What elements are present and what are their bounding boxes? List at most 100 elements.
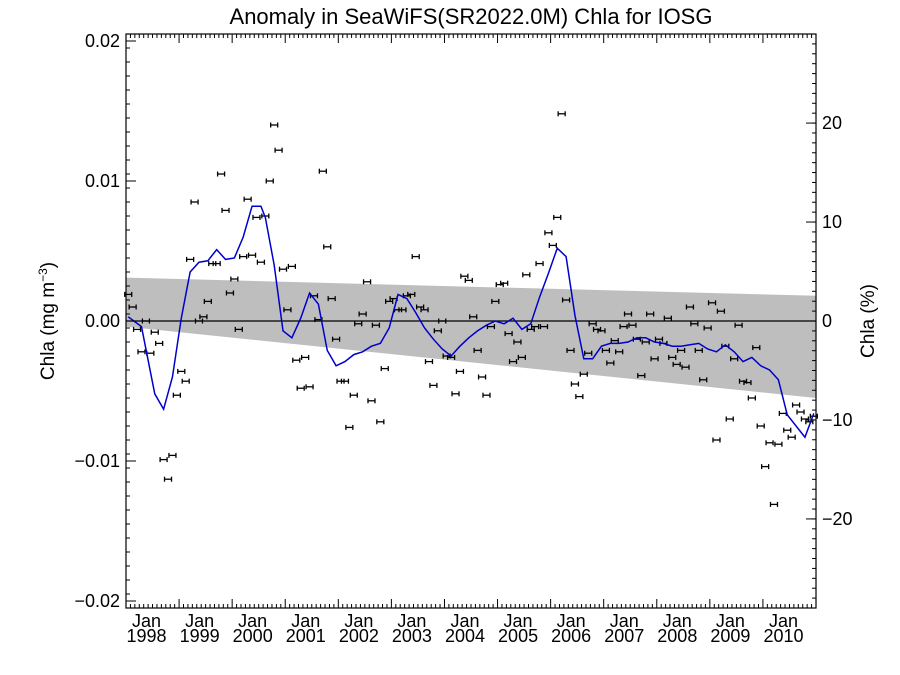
data-point [765, 440, 774, 446]
data-point [247, 252, 257, 258]
x-tick-label-month: Jan [663, 611, 692, 631]
data-point [380, 366, 389, 372]
data-point [716, 308, 726, 314]
data-point [747, 395, 757, 401]
data-point [778, 410, 787, 416]
data-point [292, 357, 301, 363]
x-tick-label-year: 2000 [233, 626, 273, 646]
data-point [783, 427, 792, 433]
data-point [787, 434, 796, 440]
data-point [535, 261, 544, 267]
data-point [645, 311, 655, 317]
data-point [190, 199, 199, 205]
data-point [331, 336, 341, 342]
x-tick-label-year: 2004 [445, 626, 485, 646]
data-point [601, 347, 611, 353]
data-point [203, 298, 212, 304]
data-point [526, 326, 535, 332]
data-point [539, 324, 549, 330]
x-tick-label-month: Jan [450, 611, 479, 631]
x-tick-label-month: Jan [397, 611, 426, 631]
data-point [150, 329, 159, 335]
x-tick-label-year: 2006 [551, 626, 591, 646]
data-point [730, 356, 739, 362]
data-point [579, 371, 588, 377]
data-point [672, 361, 681, 367]
data-point [194, 318, 204, 324]
x-tick-label-month: Jan [132, 611, 161, 631]
data-point [256, 259, 266, 265]
data-point [137, 349, 146, 355]
data-point [460, 273, 469, 279]
smoothed-anomaly-line [127, 205, 815, 439]
data-point [199, 314, 208, 320]
data-point [287, 263, 297, 269]
data-point [185, 256, 195, 262]
data-point [345, 424, 354, 430]
data-point [676, 347, 686, 353]
data-point [349, 392, 358, 398]
data-point [791, 402, 801, 408]
x-tick-label-month: Jan [769, 611, 798, 631]
data-point [469, 314, 478, 320]
data-point [637, 373, 646, 379]
y2-tick-label: −20 [822, 509, 853, 529]
data-point [557, 111, 566, 117]
x-tick-label-month: Jan [291, 611, 320, 631]
data-point [230, 276, 239, 282]
data-point [548, 242, 557, 248]
data-point [221, 207, 230, 213]
x-tick-label-year: 2009 [710, 626, 750, 646]
x-tick-label-year: 2001 [286, 626, 326, 646]
data-point [570, 381, 580, 387]
y-tick-label: −0.02 [74, 591, 120, 611]
y-tick-label: 0.02 [85, 31, 120, 51]
x-tick-label-month: Jan [610, 611, 639, 631]
data-point [415, 304, 425, 310]
data-point [584, 350, 593, 356]
data-point [473, 347, 482, 353]
data-point [663, 315, 672, 321]
data-point [172, 392, 182, 398]
x-tick-label-month: Jan [185, 611, 214, 631]
data-point [743, 380, 752, 386]
data-point [155, 340, 164, 346]
data-point [690, 321, 699, 327]
data-point [433, 328, 442, 334]
y-axis-right-label: Chla (%) [858, 284, 879, 358]
data-point [588, 321, 597, 327]
data-point [252, 214, 261, 220]
data-point [500, 280, 509, 286]
data-point [146, 350, 155, 356]
x-tick-label-year: 1998 [127, 626, 167, 646]
x-axis: Jan1998Jan1999Jan2000Jan2001Jan2002Jan20… [125, 34, 817, 646]
data-point [212, 261, 221, 267]
trend-confidence-band [126, 277, 816, 398]
data-point [769, 501, 779, 507]
monthly-anomaly-points [124, 111, 818, 507]
data-point [358, 311, 367, 317]
data-point [278, 266, 288, 272]
y-tick-label: 0.00 [85, 311, 120, 331]
data-point [163, 476, 173, 482]
data-point [243, 196, 252, 202]
data-point [424, 359, 434, 365]
data-point [628, 322, 637, 328]
data-point [522, 272, 531, 278]
x-tick-label-year: 2003 [392, 626, 432, 646]
x-tick-label-month: Jan [557, 611, 586, 631]
y-axis-left-label-close: ) [38, 262, 59, 268]
data-point [641, 339, 650, 345]
data-point [420, 307, 429, 313]
data-point [712, 437, 721, 443]
y-tick-label: 0.01 [85, 171, 120, 191]
data-point [800, 416, 810, 422]
data-point [694, 347, 703, 353]
x-tick-label-year: 2008 [657, 626, 697, 646]
